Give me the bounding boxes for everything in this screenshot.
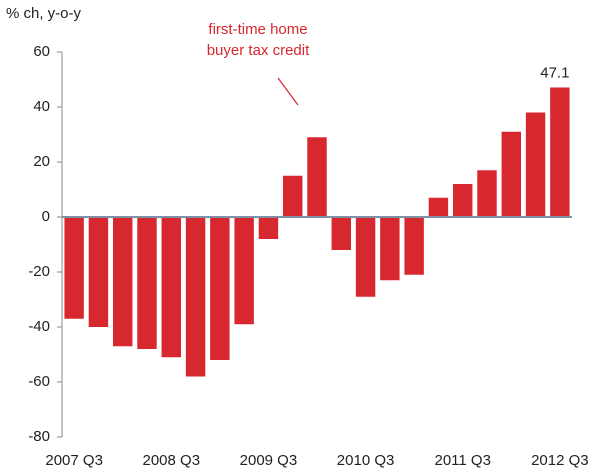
- bar: [113, 217, 133, 347]
- x-tick-label: 2011 Q3: [434, 452, 490, 469]
- bar: [331, 217, 351, 250]
- data-label: 47.1: [540, 64, 569, 81]
- bar: [307, 137, 327, 217]
- bar: [210, 217, 230, 360]
- y-tick-label: 40: [33, 98, 50, 115]
- bar: [234, 217, 254, 325]
- annotation-arrow: [277, 77, 299, 106]
- x-tick-label: 2008 Q3: [143, 452, 201, 469]
- bar: [453, 184, 473, 217]
- y-tick-label: -80: [28, 428, 50, 445]
- annotation: first-time home: [208, 21, 307, 38]
- bar: [428, 197, 449, 217]
- bar: [404, 217, 424, 275]
- bar: [258, 217, 279, 239]
- bar: [161, 217, 181, 358]
- y-axis-label: % ch, y-o-y: [6, 5, 82, 22]
- bar: [550, 87, 570, 217]
- bar: [380, 217, 400, 281]
- x-tick-label: 2010 Q3: [337, 452, 395, 469]
- bar: [525, 112, 546, 217]
- annotation: buyer tax credit: [207, 42, 310, 59]
- bar: [501, 131, 521, 217]
- y-tick-label: -20: [28, 263, 50, 280]
- y-tick-label: 20: [33, 153, 50, 170]
- y-tick-label: 0: [42, 208, 50, 225]
- x-tick-label: 2009 Q3: [240, 452, 298, 469]
- y-tick-label: 60: [33, 43, 50, 60]
- y-tick-label: -60: [28, 373, 50, 390]
- bar: [355, 217, 376, 297]
- bar: [137, 217, 157, 349]
- bar: [88, 217, 109, 327]
- x-tick-label: 2007 Q3: [45, 452, 103, 469]
- y-tick-label: -40: [28, 318, 50, 335]
- bar: [185, 217, 206, 377]
- bar: [64, 217, 84, 319]
- x-tick-label: 2012 Q3: [531, 452, 589, 469]
- bar: [477, 170, 497, 217]
- bar: [283, 175, 303, 217]
